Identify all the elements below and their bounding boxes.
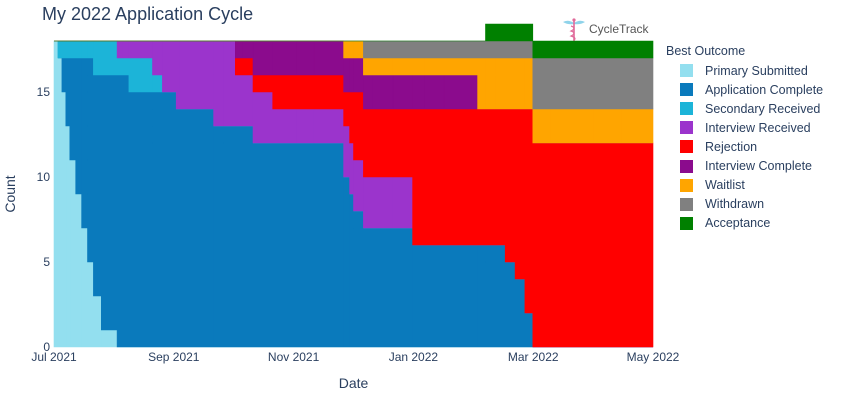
y-tick-labels: 0 5 10 15 bbox=[37, 85, 51, 354]
x-tick-label: Sep 2021 bbox=[148, 350, 200, 364]
legend-title: Best Outcome bbox=[666, 44, 746, 58]
legend-label: Interview Received bbox=[705, 120, 811, 135]
legend-item-application-complete[interactable]: Application Complete bbox=[666, 80, 823, 99]
legend-label: Rejection bbox=[705, 139, 758, 154]
legend-label: Acceptance bbox=[705, 216, 771, 231]
series-acceptance-area bbox=[54, 23, 654, 59]
y-tick-label: 10 bbox=[37, 170, 51, 184]
legend-item-interview-received[interactable]: Interview Received bbox=[666, 118, 823, 137]
legend-item-waitlist[interactable]: Waitlist bbox=[666, 176, 823, 195]
chart-title: My 2022 Application Cycle bbox=[42, 4, 254, 24]
caduceus-icon bbox=[563, 18, 585, 41]
legend: Best Outcome Primary Submitted Applicatio… bbox=[666, 44, 823, 233]
x-tick-label: Nov 2021 bbox=[268, 350, 320, 364]
legend-item-withdrawn[interactable]: Withdrawn bbox=[666, 195, 823, 214]
watermark: CycleTrack bbox=[562, 16, 649, 42]
legend-label: Withdrawn bbox=[705, 197, 765, 212]
y-tick-label: 5 bbox=[43, 255, 50, 269]
legend-swatch bbox=[680, 83, 693, 97]
legend-item-rejection[interactable]: Rejection bbox=[666, 137, 823, 156]
x-tick-label: Mar 2022 bbox=[508, 350, 559, 364]
x-tick-label: Jan 2022 bbox=[389, 350, 439, 364]
legend-item-secondary-received[interactable]: Secondary Received bbox=[666, 99, 823, 118]
legend-swatch bbox=[680, 64, 693, 78]
x-tick-label: Jul 2021 bbox=[31, 350, 77, 364]
legend-swatch bbox=[680, 216, 693, 230]
legend-label: Primary Submitted bbox=[705, 63, 808, 78]
watermark-text: CycleTrack bbox=[589, 22, 649, 36]
legend-swatch bbox=[680, 102, 693, 116]
legend-swatch bbox=[680, 159, 693, 173]
legend-items: Primary Submitted Application Complete Sec… bbox=[666, 61, 823, 233]
legend-label: Application Complete bbox=[705, 82, 824, 97]
series-areas bbox=[53, 23, 654, 348]
legend-swatch bbox=[680, 178, 693, 192]
legend-item-primary-submitted[interactable]: Primary Submitted bbox=[666, 61, 823, 80]
legend-label: Interview Complete bbox=[705, 159, 812, 174]
legend-swatch bbox=[680, 121, 693, 135]
x-axis-title: Date bbox=[339, 375, 369, 391]
legend-swatch bbox=[680, 140, 693, 154]
legend-label: Waitlist bbox=[705, 178, 745, 193]
x-tick-label: May 2022 bbox=[627, 350, 680, 364]
legend-item-acceptance[interactable]: Acceptance bbox=[666, 214, 823, 233]
legend-swatch bbox=[680, 197, 693, 211]
y-tick-label: 15 bbox=[37, 85, 51, 99]
legend-item-interview-complete[interactable]: Interview Complete bbox=[666, 156, 823, 175]
y-axis-title: Count bbox=[2, 175, 18, 212]
legend-label: Secondary Received bbox=[705, 101, 821, 116]
x-tick-labels: Jul 2021 Sep 2021 Nov 2021 Jan 2022 Mar 2022… bbox=[31, 350, 679, 364]
y-tick-label: 0 bbox=[43, 340, 50, 354]
